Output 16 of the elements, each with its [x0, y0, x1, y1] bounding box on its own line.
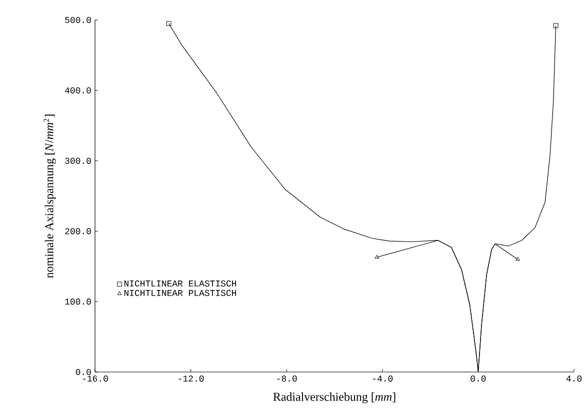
x-tick-label: -12.0: [178, 376, 204, 382]
x-tick-label: -4.0: [373, 376, 393, 382]
y-tick-label: 500.0: [65, 16, 91, 24]
legend-label: NICHTLINEAR PLASTISCH: [124, 290, 236, 296]
legend-label: NICHTLINEAR ELASTISCH: [124, 280, 236, 287]
x-tick-label: 0.0: [470, 376, 486, 382]
y-axis-title: nominale Axialspannung [N/mm$^{2}$]: [44, 114, 56, 278]
y-tick-label: 200.0: [65, 228, 91, 234]
x-axis-title: Radialverschiebung [mm]: [273, 392, 396, 404]
x-tick-label: -16.0: [83, 376, 108, 382]
y-tick-label: 100.0: [65, 298, 91, 305]
y-tick-label: 0.0: [76, 368, 91, 376]
y-tick-label: 400.0: [65, 87, 91, 94]
x-tick-label: -8.0: [277, 376, 297, 382]
y-tick-label: 300.0: [65, 158, 91, 164]
x-tick-label: 4.0: [566, 376, 582, 382]
